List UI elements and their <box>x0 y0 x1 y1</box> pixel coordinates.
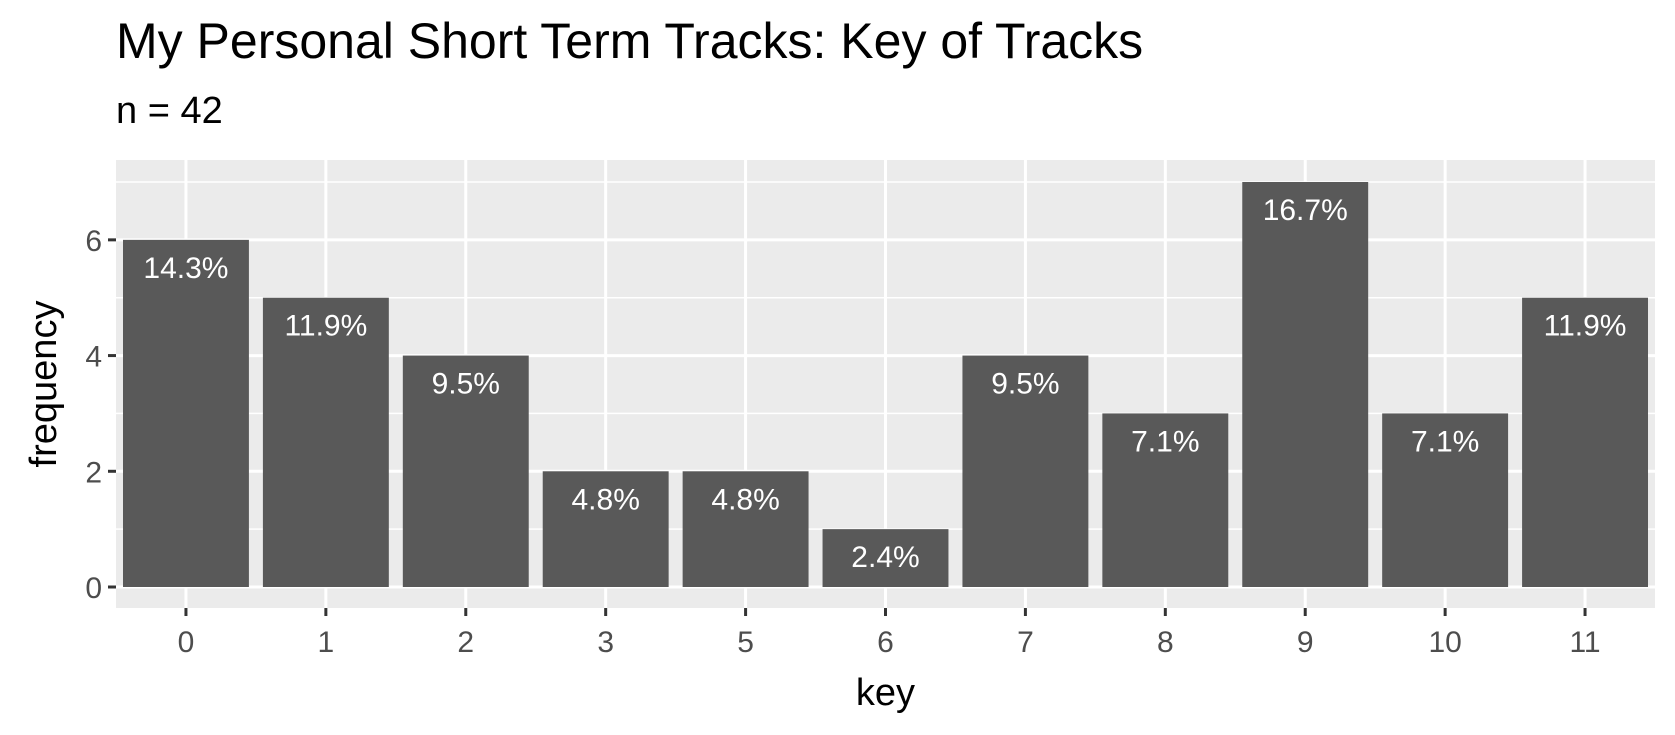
bar-label-8: 7.1% <box>1131 425 1199 458</box>
chart-title: My Personal Short Term Tracks: Key of Tr… <box>116 13 1144 69</box>
bar-value-labels: 14.3% 11.9% 9.5% 4.8% 4.8% 2.4% 9.5% 7.1% 16.7% 7… <box>143 194 1626 574</box>
bar-6 <box>822 529 949 587</box>
bar-label-6: 2.4% <box>851 541 919 574</box>
bar-label-11: 11.9% <box>1544 310 1627 343</box>
x-tick-label: 3 <box>597 626 614 659</box>
x-tick-label: 0 <box>178 626 195 659</box>
bar-label-10: 7.1% <box>1411 425 1479 458</box>
y-tick-label: 6 <box>85 225 102 258</box>
x-tick-label: 10 <box>1428 626 1461 659</box>
bar-label-0: 14.3% <box>143 252 228 285</box>
x-tick-label: 6 <box>877 626 894 659</box>
x-axis: 0 1 2 3 5 6 7 8 9 10 11 <box>178 608 1601 659</box>
bars <box>122 182 1649 587</box>
bar-2 <box>402 355 529 587</box>
x-tick-label: 5 <box>737 626 754 659</box>
bar-label-5: 4.8% <box>711 483 779 516</box>
x-tick-label: 9 <box>1297 626 1314 659</box>
bar-label-7: 9.5% <box>991 368 1059 401</box>
x-tick-label: 1 <box>318 626 335 659</box>
bar-label-9: 16.7% <box>1263 194 1348 227</box>
bar-3 <box>542 471 669 587</box>
y-tick-label: 2 <box>85 456 102 489</box>
bar-9 <box>1242 182 1369 587</box>
x-tick-label: 11 <box>1569 626 1600 659</box>
x-axis-title: key <box>856 672 915 714</box>
y-tick-label: 0 <box>85 572 102 605</box>
x-tick-label: 8 <box>1157 626 1174 659</box>
bar-label-2: 9.5% <box>432 368 500 401</box>
y-axis: 0 2 4 6 <box>85 225 116 605</box>
bar-7 <box>962 355 1089 587</box>
bar-label-3: 4.8% <box>571 483 639 516</box>
x-tick-label: 7 <box>1017 626 1034 659</box>
chart-subtitle: n = 42 <box>116 90 223 132</box>
y-axis-title: frequency <box>23 301 65 468</box>
bar-label-1: 11.9% <box>284 310 367 343</box>
bar-11 <box>1522 297 1649 587</box>
bar-10 <box>1382 413 1509 587</box>
y-tick-label: 4 <box>85 341 102 374</box>
bar-8 <box>1102 413 1229 587</box>
bar-1 <box>262 297 389 587</box>
bar-0 <box>122 239 249 587</box>
bar-5 <box>682 471 809 587</box>
x-tick-label: 2 <box>457 626 474 659</box>
